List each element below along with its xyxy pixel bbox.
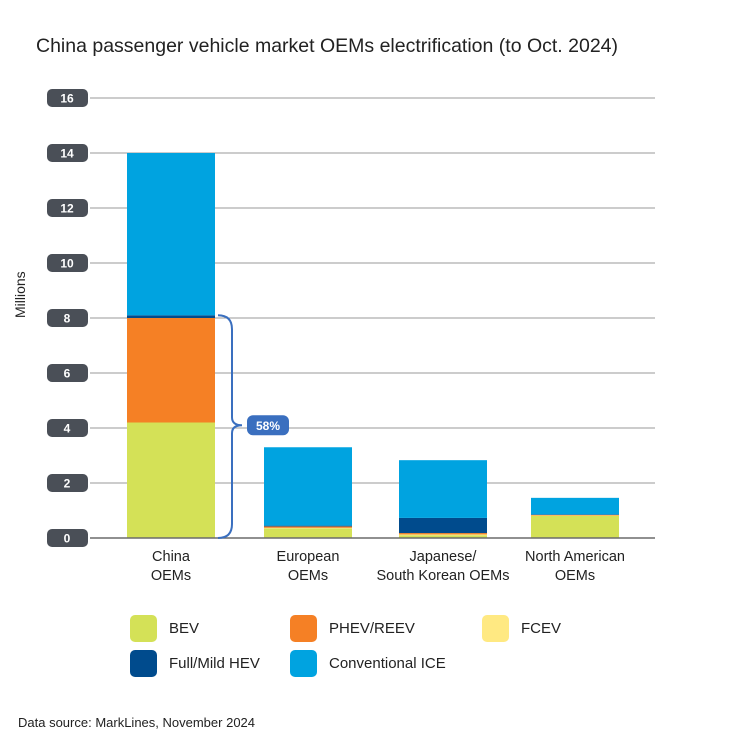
x-category-label: OEMs xyxy=(151,568,191,584)
y-tick-label: 4 xyxy=(64,422,71,436)
annotation-label: 58% xyxy=(256,419,280,433)
y-tick-label: 12 xyxy=(60,202,74,216)
bar-segment-conventional-ice xyxy=(531,497,619,515)
bar-segment-fcev xyxy=(264,527,352,529)
chart-area: 0 2 4 6 8 10 12 14 16 China OEMs European OEMs Japane… xyxy=(47,89,655,584)
legend-swatch-ice xyxy=(290,650,317,677)
bar-segment-full-mild-hev xyxy=(127,315,215,318)
x-category-label: OEMs xyxy=(288,568,328,584)
bar-segment-conventional-ice xyxy=(127,153,215,316)
data-source-note: Data source: MarkLines, November 2024 xyxy=(18,715,256,730)
bar-segment-bev xyxy=(531,516,619,538)
bar-segment-bev xyxy=(264,528,352,538)
bar-segment-fcev xyxy=(399,534,487,536)
y-tick-box xyxy=(47,364,88,382)
y-tick-box xyxy=(47,474,88,492)
legend-label-hev: Full/Mild HEV xyxy=(169,655,260,672)
x-category-label: OEMs xyxy=(555,568,595,584)
legend-label-fcev: FCEV xyxy=(521,620,562,637)
y-tick-box xyxy=(47,89,88,107)
bar-segment-fcev xyxy=(531,515,619,516)
bar-segment-conventional-ice xyxy=(399,460,487,518)
x-category-label: North American xyxy=(525,549,625,565)
bar-segment-conventional-ice xyxy=(264,447,352,526)
y-tick-box xyxy=(47,144,88,162)
y-tick-box xyxy=(47,419,88,437)
x-category-label: China xyxy=(152,549,191,565)
bar-segment-full-mild-hev xyxy=(531,514,619,515)
legend-item-bev: BEV xyxy=(130,615,199,642)
bar-segment-bev xyxy=(399,535,487,538)
y-tick-label: 16 xyxy=(60,92,74,106)
bar-segment-phev-reev xyxy=(399,533,487,535)
bar-segment-full-mild-hev xyxy=(399,517,487,534)
legend-swatch-phev xyxy=(290,615,317,642)
bar-segment-bev xyxy=(127,422,215,538)
y-tick-label: 6 xyxy=(64,367,71,381)
annotation-bracket xyxy=(217,314,243,539)
legend-item-hev: Full/Mild HEV xyxy=(130,650,260,677)
legend-swatch-fcev xyxy=(482,615,509,642)
legend-label-bev: BEV xyxy=(169,620,200,637)
legend-label-phev: PHEV/REEV xyxy=(329,620,415,637)
bar-segment-phev-reev xyxy=(531,514,619,516)
legend-swatch-bev xyxy=(130,615,157,642)
y-tick-box xyxy=(47,254,88,272)
y-tick-box xyxy=(47,199,88,217)
y-tick-label: 0 xyxy=(64,532,71,546)
legend-item-ice: Conventional ICE xyxy=(290,650,446,677)
y-tick-label: 10 xyxy=(60,257,74,271)
y-tick-label: 14 xyxy=(60,147,74,161)
y-tick-box xyxy=(47,529,88,547)
y-tick-label: 8 xyxy=(64,312,71,326)
x-category-label: South Korean OEMs xyxy=(377,568,510,584)
x-category-label: European xyxy=(277,549,340,565)
legend-swatch-hev xyxy=(130,650,157,677)
bar-segment-full-mild-hev xyxy=(264,525,352,527)
legend-item-phev: PHEV/REEV xyxy=(290,615,415,642)
chart-title: China passenger vehicle market OEMs elec… xyxy=(36,35,619,57)
y-tick-label: 2 xyxy=(64,477,71,491)
legend-label-ice: Conventional ICE xyxy=(329,655,446,672)
annotation-badge xyxy=(247,415,289,436)
bar-segment-phev-reev xyxy=(127,318,215,423)
y-tick-box xyxy=(47,309,88,327)
legend: BEV PHEV/REEV FCEV Full/Mild HEV Convent… xyxy=(130,615,650,685)
legend-item-fcev: FCEV xyxy=(482,615,561,642)
x-category-label: Japanese/ xyxy=(410,549,478,565)
bar-segment-phev-reev xyxy=(264,526,352,528)
